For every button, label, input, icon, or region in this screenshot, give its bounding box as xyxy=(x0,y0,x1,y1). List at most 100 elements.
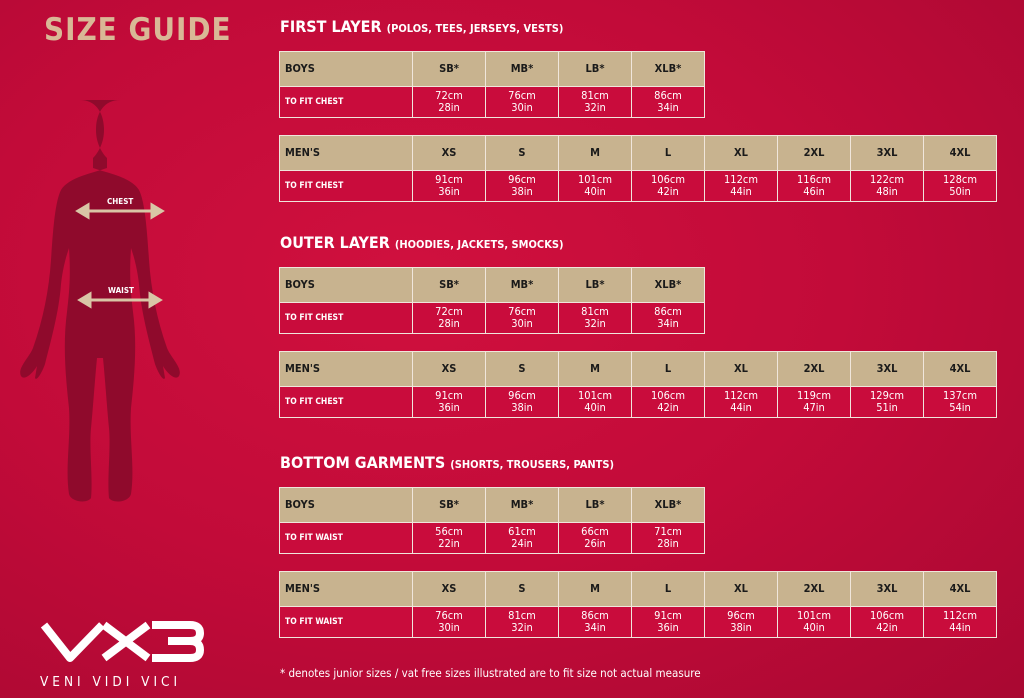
in-value: 36in xyxy=(438,185,460,198)
size-cell: XLB* xyxy=(631,267,705,303)
section-title: BOTTOM GARMENTS (SHORTS, TROUSERS, PANTS… xyxy=(280,453,614,472)
cm-value: 66cm xyxy=(581,525,609,538)
chest-label: CHEST xyxy=(107,197,134,206)
size-cell: 3XL xyxy=(850,135,924,171)
cm-value: 81cm xyxy=(581,305,609,318)
cm-value: 96cm xyxy=(508,389,536,402)
in-value: 44in xyxy=(730,401,752,414)
size-cell: 4XL xyxy=(923,135,997,171)
body-figure-illustration xyxy=(20,100,180,502)
cm-value: 96cm xyxy=(727,609,755,622)
size-cell: L xyxy=(631,135,705,171)
cm-value: 76cm xyxy=(508,89,536,102)
size-cell: M xyxy=(558,571,632,607)
size-cell: SB* xyxy=(412,267,486,303)
size-cell: XL xyxy=(704,571,778,607)
size-cell: XS xyxy=(412,135,486,171)
size-cell: S xyxy=(485,135,559,171)
cm-value: 112cm xyxy=(943,609,977,622)
measurement-cell: 96cm 38in xyxy=(485,170,559,202)
size-cell: XLB* xyxy=(631,487,705,523)
row-label: TO FIT CHEST xyxy=(279,302,413,334)
table-header-label: MEN'S xyxy=(279,571,413,607)
section-name: BOTTOM GARMENTS xyxy=(280,453,446,472)
size-cell: XL xyxy=(704,351,778,387)
measurement-cell: 101cm 40in xyxy=(777,606,851,638)
measurement-cell: 112cm 44in xyxy=(704,170,778,202)
page-title: SIZE GUIDE xyxy=(44,12,232,48)
measurement-cell: 129cm 51in xyxy=(850,386,924,418)
cm-value: 91cm xyxy=(654,609,682,622)
cm-value: 129cm xyxy=(870,389,904,402)
cm-value: 116cm xyxy=(797,173,831,186)
size-cell: XS xyxy=(412,351,486,387)
measurement-row: TO FIT WAIST 76cm 30in 81cm 32in 86cm 34in 91cm… xyxy=(279,606,997,638)
measurement-cell: 86cm 34in xyxy=(558,606,632,638)
in-value: 42in xyxy=(657,185,679,198)
cm-value: 81cm xyxy=(581,89,609,102)
measurement-row: TO FIT WAIST 56cm 22in 61cm 24in 66cm 26in 71cm… xyxy=(279,522,705,554)
in-value: 54in xyxy=(949,401,971,414)
size-header-row: MEN'S XS S M L XL 2XL 3XL 4XL xyxy=(279,571,997,607)
size-cell: 4XL xyxy=(923,351,997,387)
in-value: 44in xyxy=(949,621,971,634)
cm-value: 106cm xyxy=(870,609,904,622)
size-cell: 2XL xyxy=(777,135,851,171)
in-value: 32in xyxy=(511,621,533,634)
in-value: 38in xyxy=(511,185,533,198)
in-value: 26in xyxy=(584,537,606,550)
size-table: MEN'S XS S M L XL 2XL 3XL 4XL TO FIT WAIST 76cm 30i… xyxy=(279,571,997,638)
measurement-cell: 101cm 40in xyxy=(558,386,632,418)
table-header-label: BOYS xyxy=(279,267,413,303)
in-value: 44in xyxy=(730,185,752,198)
in-value: 30in xyxy=(511,317,533,330)
cm-value: 106cm xyxy=(651,389,685,402)
in-value: 36in xyxy=(438,401,460,414)
measurement-cell: 112cm 44in xyxy=(704,386,778,418)
cm-value: 61cm xyxy=(508,525,536,538)
measurement-cell: 106cm 42in xyxy=(631,170,705,202)
size-table: MEN'S XS S M L XL 2XL 3XL 4XL TO FIT CHEST 91cm 36i… xyxy=(279,135,997,202)
in-value: 51in xyxy=(876,401,898,414)
cm-value: 101cm xyxy=(578,173,612,186)
size-cell: LB* xyxy=(558,487,632,523)
in-value: 46in xyxy=(803,185,825,198)
measurement-cell: 81cm 32in xyxy=(558,302,632,334)
table-header-label: BOYS xyxy=(279,51,413,87)
in-value: 48in xyxy=(876,185,898,198)
size-cell: M xyxy=(558,351,632,387)
cm-value: 56cm xyxy=(435,525,463,538)
measurement-cell: 96cm 38in xyxy=(485,386,559,418)
measurement-cell: 106cm 42in xyxy=(631,386,705,418)
size-cell: S xyxy=(485,351,559,387)
size-cell: SB* xyxy=(412,487,486,523)
table-header-label: MEN'S xyxy=(279,135,413,171)
measurement-cell: 86cm 34in xyxy=(631,302,705,334)
size-table: BOYS SB* MB* LB* XLB* TO FIT CHEST 72cm 28in 76c… xyxy=(279,267,705,334)
in-value: 42in xyxy=(657,401,679,414)
in-value: 40in xyxy=(803,621,825,634)
cm-value: 101cm xyxy=(797,609,831,622)
size-table: BOYS SB* MB* LB* XLB* TO FIT WAIST 56cm 22in 61c… xyxy=(279,487,705,554)
cm-value: 72cm xyxy=(435,305,463,318)
measurement-cell: 71cm 28in xyxy=(631,522,705,554)
size-cell: L xyxy=(631,351,705,387)
measurement-cell: 101cm 40in xyxy=(558,170,632,202)
measurement-cell: 119cm 47in xyxy=(777,386,851,418)
in-value: 40in xyxy=(584,401,606,414)
row-label: TO FIT CHEST xyxy=(279,170,413,202)
measurement-cell: 112cm 44in xyxy=(923,606,997,638)
measurement-cell: 128cm 50in xyxy=(923,170,997,202)
cm-value: 128cm xyxy=(943,173,977,186)
cm-value: 76cm xyxy=(435,609,463,622)
size-header-row: BOYS SB* MB* LB* XLB* xyxy=(279,487,705,523)
size-cell: L xyxy=(631,571,705,607)
size-table: BOYS SB* MB* LB* XLB* TO FIT CHEST 72cm 28in 76c… xyxy=(279,51,705,118)
cm-value: 122cm xyxy=(870,173,904,186)
measurement-cell: 66cm 26in xyxy=(558,522,632,554)
size-cell: 2XL xyxy=(777,351,851,387)
cm-value: 101cm xyxy=(578,389,612,402)
size-cell: LB* xyxy=(558,267,632,303)
size-table: MEN'S XS S M L XL 2XL 3XL 4XL TO FIT CHEST 91cm 36i… xyxy=(279,351,997,418)
in-value: 34in xyxy=(657,317,679,330)
